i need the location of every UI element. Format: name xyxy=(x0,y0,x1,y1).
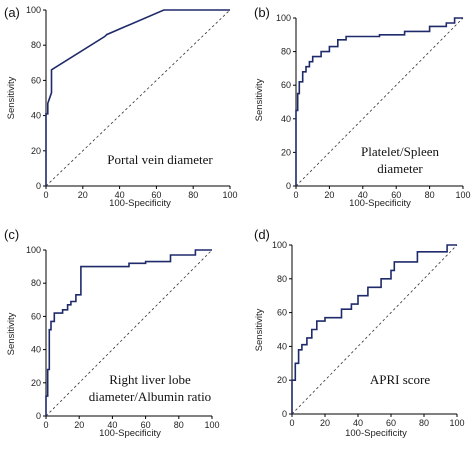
x-tick-label: 20 xyxy=(324,190,334,200)
y-tick-label: 40 xyxy=(281,114,291,124)
panel-label: (c) xyxy=(4,227,19,242)
y-tick-label: 60 xyxy=(31,311,41,321)
x-tick-label: 20 xyxy=(78,190,88,200)
x-tick-label: 100 xyxy=(455,190,470,200)
x-tick-label: 0 xyxy=(293,190,298,200)
y-tick-label: 80 xyxy=(31,278,41,288)
roc-panel-d: 0 20 40 60 80 100 0 20 40 60 80 100 100-Specificity S… xyxy=(254,227,465,439)
x-axis-label: 100-Specificity xyxy=(99,428,161,439)
x-tick-label: 20 xyxy=(320,418,330,428)
y-tick-label: 20 xyxy=(277,375,287,385)
y-tick-label: 60 xyxy=(31,75,41,85)
y-tick-label: 0 xyxy=(286,181,291,191)
y-axis-label: Sensitivity xyxy=(254,78,265,121)
x-tick-label: 80 xyxy=(425,190,435,200)
reference-diagonal xyxy=(295,17,464,187)
x-tick-label: 80 xyxy=(419,418,429,428)
y-tick-label: 40 xyxy=(277,341,287,351)
y-tick-label: 20 xyxy=(281,147,291,157)
y-tick-label: 40 xyxy=(31,111,41,121)
roc-panel-b: 0 20 40 60 80 100 0 20 40 60 80 100 100-Specificity S… xyxy=(254,5,471,209)
x-tick-label: 100 xyxy=(449,418,464,428)
panel-label: (a) xyxy=(4,5,20,20)
roc-curve xyxy=(45,9,230,186)
panel-label: (b) xyxy=(254,5,270,20)
panel-label: (d) xyxy=(254,227,270,242)
y-tick-label: 20 xyxy=(31,378,41,388)
x-tick-label: 40 xyxy=(353,418,363,428)
y-axis-label: Sensitivity xyxy=(6,312,17,355)
x-tick-label: 60 xyxy=(386,418,396,428)
y-tick-label: 20 xyxy=(31,146,41,156)
x-tick-label: 20 xyxy=(74,420,84,430)
y-tick-label: 100 xyxy=(272,240,287,250)
reference-diagonal xyxy=(45,9,231,187)
panel-annotation: Right liver lobe xyxy=(109,372,191,387)
y-tick-label: 60 xyxy=(281,80,291,90)
x-axis-label: 100-Specificity xyxy=(345,428,407,439)
x-tick-label: 40 xyxy=(107,420,117,430)
panel-annotation: APRI score xyxy=(370,372,431,387)
y-tick-label: 100 xyxy=(26,5,41,15)
x-tick-label: 0 xyxy=(289,418,294,428)
x-tick-label: 40 xyxy=(115,190,125,200)
panel-annotation: Platelet/Spleen xyxy=(361,144,439,159)
y-axis-label: Sensitivity xyxy=(6,76,17,119)
reference-diagonal xyxy=(291,244,458,415)
roc-curve xyxy=(295,17,463,186)
y-tick-label: 0 xyxy=(282,409,287,419)
x-tick-label: 80 xyxy=(174,420,184,430)
y-tick-label: 100 xyxy=(276,13,291,23)
x-tick-label: 60 xyxy=(151,190,161,200)
x-tick-label: 100 xyxy=(222,190,237,200)
panel-annotation: diameter xyxy=(377,161,423,176)
y-tick-label: 80 xyxy=(281,47,291,57)
reference-diagonal xyxy=(45,249,213,417)
x-tick-label: 80 xyxy=(188,190,198,200)
y-tick-label: 60 xyxy=(277,308,287,318)
roc-curve xyxy=(291,244,457,414)
y-axis-label: Sensitivity xyxy=(254,308,265,351)
y-tick-label: 80 xyxy=(31,40,41,50)
x-tick-label: 100 xyxy=(204,420,219,430)
y-tick-label: 80 xyxy=(277,274,287,284)
panel-annotation: diameter/Albumin ratio xyxy=(89,389,211,404)
x-tick-label: 60 xyxy=(391,190,401,200)
x-tick-label: 40 xyxy=(358,190,368,200)
roc-curve xyxy=(45,249,212,416)
y-tick-label: 100 xyxy=(26,245,41,255)
roc-panel-a: 0 20 40 60 80 100 0 20 40 60 80 100 100-Specificity S… xyxy=(4,5,238,209)
y-tick-label: 0 xyxy=(36,411,41,421)
panel-annotation: Portal vein diameter xyxy=(107,152,213,167)
x-tick-label: 60 xyxy=(141,420,151,430)
x-axis-label: 100-Specificity xyxy=(349,198,411,209)
x-tick-label: 0 xyxy=(43,190,48,200)
y-tick-label: 40 xyxy=(31,345,41,355)
x-axis-label: 100-Specificity xyxy=(109,198,171,209)
x-tick-label: 0 xyxy=(43,420,48,430)
roc-panel-c: 0 20 40 60 80 100 0 20 40 60 80 100 100-Specificity S… xyxy=(4,227,220,439)
y-tick-label: 0 xyxy=(36,181,41,191)
